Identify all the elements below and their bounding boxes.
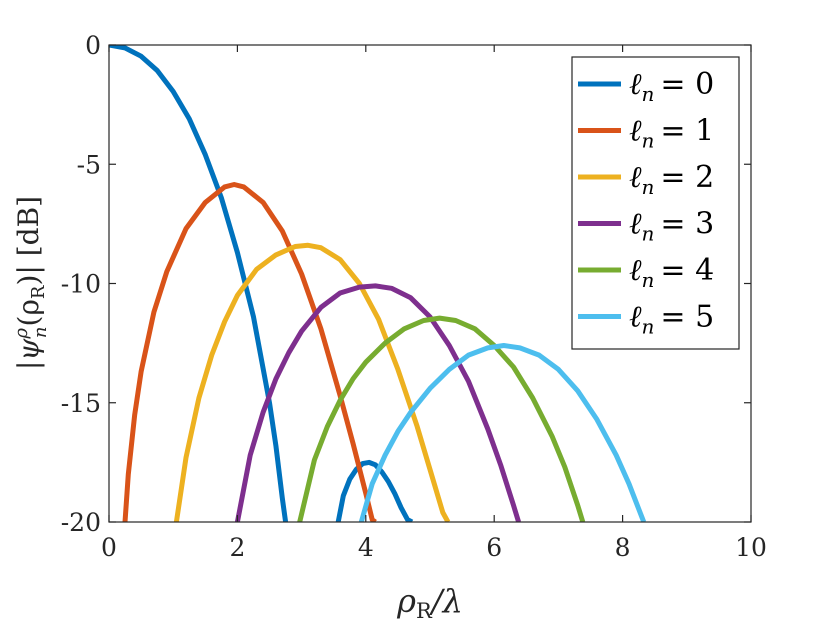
legend-label-0: ℓn = 0 [629, 67, 714, 106]
y-axis-title: |ψρn(ρR)| [dB] [11, 196, 51, 370]
x-tick-label-3: 6 [486, 533, 502, 562]
series-line-0-part-0 [109, 45, 289, 522]
series-line-3 [234, 283, 521, 522]
series-layer [109, 45, 647, 522]
legend-label-2: ℓn = 2 [629, 160, 714, 199]
series-line-1 [122, 182, 377, 522]
y-tick-label-3: -15 [61, 389, 101, 418]
x-tick-label-5: 10 [735, 533, 767, 562]
y-tick-label-2: -10 [61, 270, 101, 299]
x-axis-title: ρR/λ [396, 582, 463, 623]
y-tick-label-4: -20 [61, 508, 101, 537]
series-line-5 [358, 343, 647, 522]
legend-box [571, 56, 740, 350]
series-line-2 [173, 242, 451, 522]
legend-label-3: ℓn = 3 [629, 207, 714, 246]
x-tick-label-2: 4 [358, 533, 374, 562]
y-tick-label-0: 0 [85, 31, 101, 60]
legend-label-5: ℓn = 5 [629, 300, 714, 339]
series-line-0-part-1 [335, 459, 414, 522]
y-tick-label-1: -5 [77, 150, 101, 179]
ticks-layer: 0 2 4 6 8 10 0 -5 -10 -15 -20 [61, 31, 767, 562]
x-tick-label-0: 0 [101, 533, 117, 562]
legend-label-4: ℓn = 4 [629, 253, 714, 292]
x-tick-label-1: 2 [229, 533, 245, 562]
legend-label-1: ℓn = 1 [629, 114, 714, 153]
x-tick-label-4: 8 [615, 533, 631, 562]
series-line-4 [297, 315, 586, 522]
legend: ℓn = 0 ℓn = 1 ℓn = 2 ℓn = 3 ℓn = 4 ℓn = 5 [571, 56, 740, 350]
